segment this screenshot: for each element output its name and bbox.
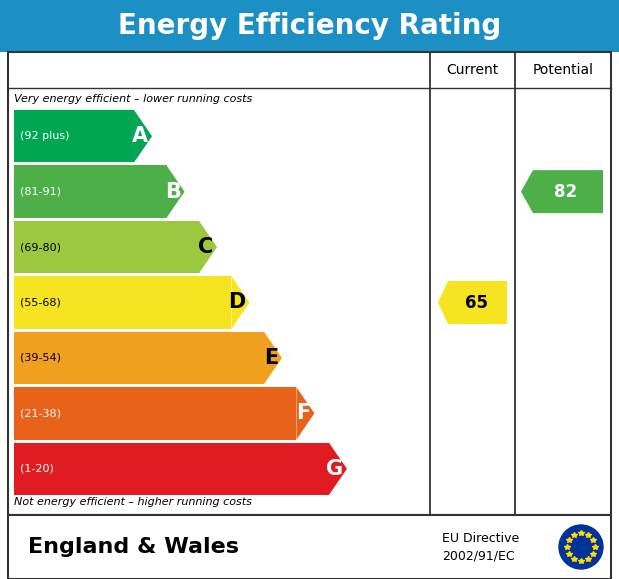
Text: G: G: [326, 459, 343, 479]
Circle shape: [559, 525, 603, 569]
Text: Not energy efficient – higher running costs: Not energy efficient – higher running co…: [14, 497, 252, 507]
Text: 82: 82: [555, 182, 578, 201]
Bar: [14, 166, 167, 218]
Text: (1-20): (1-20): [20, 464, 54, 474]
Text: Potential: Potential: [532, 63, 594, 77]
Bar: [14, 110, 134, 163]
Bar: [14, 387, 297, 439]
Text: E: E: [264, 348, 278, 368]
Text: Energy Efficiency Rating: Energy Efficiency Rating: [118, 12, 501, 40]
Bar: [14, 442, 329, 495]
Text: D: D: [228, 292, 246, 313]
Text: (81-91): (81-91): [20, 186, 61, 197]
Polygon shape: [167, 166, 184, 218]
Text: Current: Current: [446, 63, 499, 77]
Bar: [8, 52, 611, 515]
Text: 65: 65: [465, 294, 488, 312]
Text: A: A: [132, 126, 148, 146]
Bar: [8, 515, 611, 579]
Text: C: C: [197, 237, 213, 257]
Polygon shape: [134, 110, 152, 163]
Bar: [14, 276, 232, 329]
Text: Very energy efficient – lower running costs: Very energy efficient – lower running co…: [14, 94, 253, 104]
Polygon shape: [232, 276, 249, 329]
Bar: [14, 221, 199, 273]
Text: (55-68): (55-68): [20, 298, 61, 307]
Text: (69-80): (69-80): [20, 242, 61, 252]
Polygon shape: [297, 387, 314, 439]
Text: F: F: [296, 404, 311, 423]
Bar: [0, 0, 619, 52]
Text: (21-38): (21-38): [20, 408, 61, 419]
Text: England & Wales: England & Wales: [28, 537, 239, 557]
Polygon shape: [438, 281, 507, 324]
Polygon shape: [264, 332, 282, 384]
Text: (92 plus): (92 plus): [20, 131, 69, 141]
Text: 2002/91/EC: 2002/91/EC: [442, 549, 514, 563]
Text: (39-54): (39-54): [20, 353, 61, 363]
Text: EU Directive: EU Directive: [442, 532, 519, 544]
Text: B: B: [165, 182, 181, 201]
Polygon shape: [199, 221, 217, 273]
Bar: [14, 332, 264, 384]
Polygon shape: [329, 442, 347, 495]
Polygon shape: [521, 170, 603, 213]
